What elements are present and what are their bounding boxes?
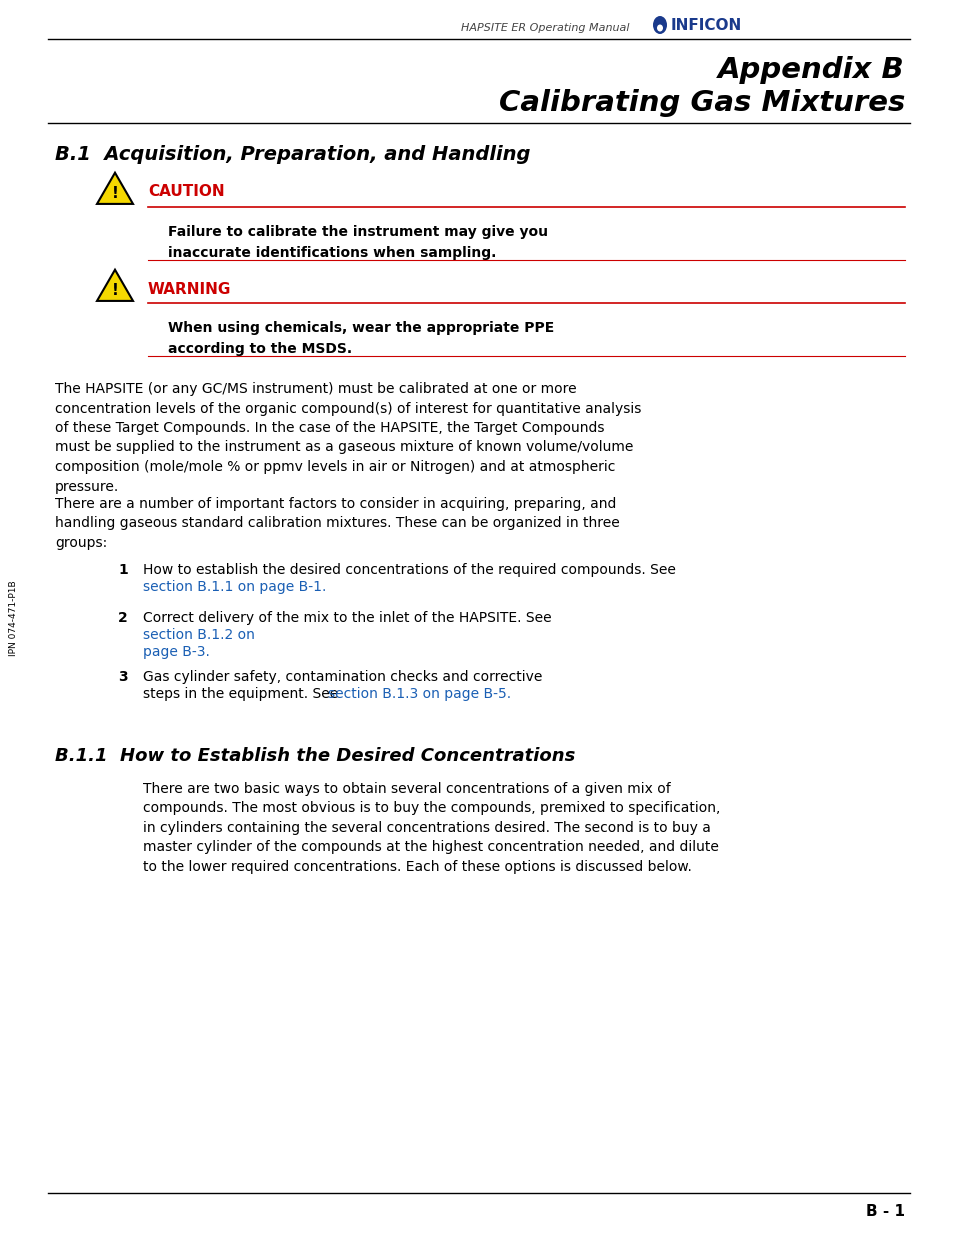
Text: 2: 2 (118, 610, 128, 625)
Text: When using chemicals, wear the appropriate PPE
according to the MSDS.: When using chemicals, wear the appropria… (168, 321, 554, 356)
Text: Gas cylinder safety, contamination checks and corrective: Gas cylinder safety, contamination check… (143, 671, 542, 684)
Text: 1: 1 (118, 563, 128, 577)
Text: section B.1.1 on page B-1.: section B.1.1 on page B-1. (143, 580, 326, 594)
Text: B - 1: B - 1 (865, 1203, 904, 1219)
Ellipse shape (652, 16, 666, 35)
Text: B.1  Acquisition, Preparation, and Handling: B.1 Acquisition, Preparation, and Handli… (55, 146, 530, 164)
Text: B.1.1  How to Establish the Desired Concentrations: B.1.1 How to Establish the Desired Conce… (55, 747, 575, 764)
Text: There are two basic ways to obtain several concentrations of a given mix of
comp: There are two basic ways to obtain sever… (143, 782, 720, 873)
Text: IPN 074-471-P1B: IPN 074-471-P1B (10, 580, 18, 656)
Text: There are a number of important factors to consider in acquiring, preparing, and: There are a number of important factors … (55, 496, 619, 550)
Text: Calibrating Gas Mixtures: Calibrating Gas Mixtures (498, 89, 904, 117)
Polygon shape (97, 269, 132, 301)
Text: !: ! (112, 186, 118, 201)
Text: How to establish the desired concentrations of the required compounds. See: How to establish the desired concentrati… (143, 563, 679, 577)
Text: section B.1.2 on: section B.1.2 on (143, 627, 254, 642)
Text: The HAPSITE (or any GC/MS instrument) must be calibrated at one or more
concentr: The HAPSITE (or any GC/MS instrument) mu… (55, 382, 640, 494)
Text: HAPSITE ER Operating Manual: HAPSITE ER Operating Manual (461, 23, 629, 33)
Polygon shape (97, 173, 132, 204)
Text: INFICON: INFICON (670, 17, 741, 32)
Ellipse shape (657, 25, 662, 32)
Text: steps in the equipment. See: steps in the equipment. See (143, 687, 342, 701)
Text: page B-3.: page B-3. (143, 645, 210, 658)
Text: Appendix B: Appendix B (718, 56, 904, 84)
Text: WARNING: WARNING (148, 282, 232, 296)
Text: 3: 3 (118, 671, 128, 684)
Text: !: ! (112, 283, 118, 298)
Text: Failure to calibrate the instrument may give you
inaccurate identifications when: Failure to calibrate the instrument may … (168, 225, 547, 259)
Text: CAUTION: CAUTION (148, 184, 224, 200)
Text: Correct delivery of the mix to the inlet of the HAPSITE. See: Correct delivery of the mix to the inlet… (143, 610, 556, 625)
Text: section B.1.3 on page B-5.: section B.1.3 on page B-5. (328, 687, 511, 701)
